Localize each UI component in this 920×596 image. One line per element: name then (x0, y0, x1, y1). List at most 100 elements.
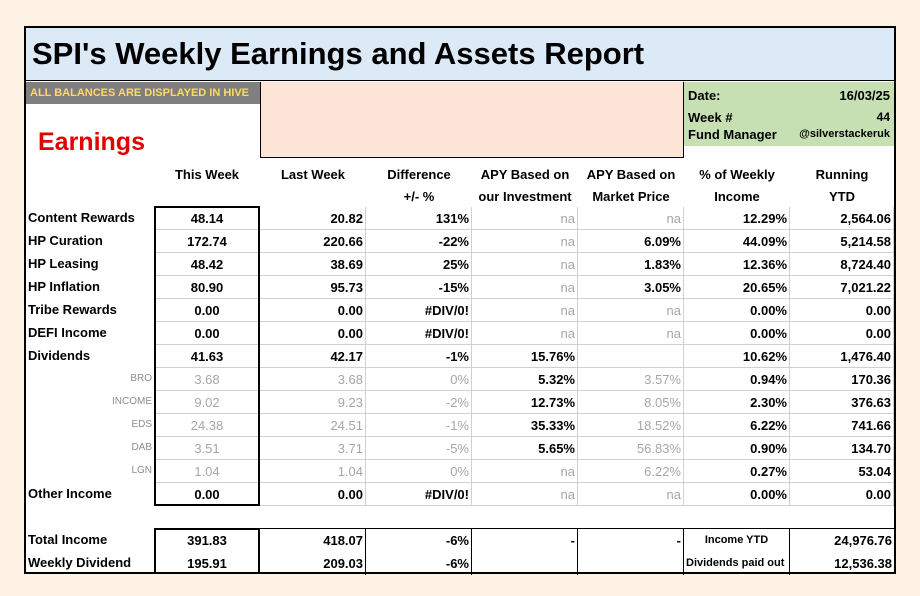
row-label: HP Inflation (28, 279, 100, 294)
cell-apy-inv: 15.76% (472, 345, 578, 368)
cell-apy-mkt: 3.57% (578, 368, 684, 391)
section-title: Earnings (38, 128, 145, 156)
cell-diff: #DIV/0! (366, 322, 472, 345)
this-week-column-frame (154, 206, 260, 506)
cell-pct: 0.00% (684, 483, 790, 506)
cell-apy-inv: na (472, 253, 578, 276)
table-row: BRO 3.68 3.68 0% 5.32% 3.57% 0.94% 170.36 (26, 368, 894, 391)
cell-pct: 0.94% (684, 368, 790, 391)
cell-last: 42.17 (260, 345, 366, 368)
cell-ytd: 1,476.40 (790, 345, 894, 368)
row-label: DAB (131, 442, 152, 453)
cell-diff: 0% (366, 368, 472, 391)
cell-apy-inv: 35.33% (472, 414, 578, 437)
cell-last: 220.66 (260, 230, 366, 253)
cell-pct: 12.36% (684, 253, 790, 276)
report-title: SPI's Weekly Earnings and Assets Report (32, 36, 645, 71)
cell-ytd: 7,021.22 (790, 276, 894, 299)
table-row: EDS 24.38 24.51 -1% 35.33% 18.52% 6.22% 741.66 (26, 414, 894, 437)
table-row: Tribe Rewards 0.00 0.00 #DIV/0! na na 0.00% 0.0… (26, 299, 894, 322)
cell-apy-inv: na (472, 230, 578, 253)
cell-apy-mkt: 6.22% (578, 460, 684, 483)
cell-apy-mkt: 18.52% (578, 414, 684, 437)
row-label: INCOME (112, 396, 152, 407)
header-apy-market-line1: APY Based on (586, 167, 676, 182)
balances-notice: ALL BALANCES ARE DISPLAYED IN HIVE (30, 87, 250, 99)
cell-apy-mkt: 8.05% (578, 391, 684, 414)
row-label: HP Leasing (28, 256, 99, 271)
cell-this: 48.14 (154, 207, 260, 230)
cell-last: 1.04 (260, 460, 366, 483)
header-pct-income-line2: Income (714, 189, 760, 204)
cell-apy-inv (472, 552, 578, 575)
header-last-week: Last Week (260, 164, 366, 208)
cell-last: 95.73 (260, 276, 366, 299)
report-info-box: Date: 16/03/25 Week # 44 Fund Manager @s… (684, 82, 894, 146)
cell-ytd: 134.70 (790, 437, 894, 460)
header-last-week-text: Last Week (280, 167, 346, 182)
cell-ytd: 5,214.58 (790, 230, 894, 253)
row-label: HP Curation (28, 233, 103, 248)
cell-pct: 0.00% (684, 299, 790, 322)
row-label: LGN (131, 465, 152, 476)
row-label: Total Income (28, 532, 108, 547)
cell-last: 9.23 (260, 391, 366, 414)
cell-apy-inv: na (472, 276, 578, 299)
cell-diff: 0% (366, 460, 472, 483)
row-label: Dividends (28, 348, 91, 363)
table-row: Dividends 41.63 42.17 -1% 15.76% 10.62% 1,476.… (26, 345, 894, 368)
cell-apy-mkt: 3.05% (578, 276, 684, 299)
week-label: Week # (688, 110, 733, 125)
cell-pct: 6.22% (684, 414, 790, 437)
cell-last: 418.07 (260, 529, 366, 552)
cell-diff: -5% (366, 437, 472, 460)
cell-diff: -6% (366, 552, 472, 575)
cell-apy-inv: na (472, 322, 578, 345)
cell-this: 172.74 (154, 230, 260, 253)
cell-apy-mkt: 56.83% (578, 437, 684, 460)
cell-last: 3.68 (260, 368, 366, 391)
cell-apy-mkt: na (578, 483, 684, 506)
cell-ytd: 376.63 (790, 391, 894, 414)
cell-apy-mkt: na (578, 207, 684, 230)
header-running-ytd: Running YTD (790, 164, 894, 208)
cell-diff: -1% (366, 414, 472, 437)
row-label: BRO (130, 373, 152, 384)
cell-diff: 25% (366, 253, 472, 276)
table-row: HP Leasing 48.42 38.69 25% na 1.83% 12.36% 8,72… (26, 253, 894, 276)
cell-this: 80.90 (154, 276, 260, 299)
cell-diff: 131% (366, 207, 472, 230)
cell-this: 3.51 (154, 437, 260, 460)
cell-ytd: 741.66 (790, 414, 894, 437)
header-apy-investment-line2: our Investment (478, 189, 572, 204)
cell-apy-inv: na (472, 460, 578, 483)
cell-apy-mkt: - (578, 529, 684, 552)
table-row: LGN 1.04 1.04 0% na 6.22% 0.27% 53.04 (26, 460, 894, 483)
header-difference-line1: Difference (387, 167, 451, 182)
cell-apy-mkt: na (578, 322, 684, 345)
cell-pct: 12.29% (684, 207, 790, 230)
manager-label: Fund Manager (688, 127, 777, 142)
cell-pct: 2.30% (684, 391, 790, 414)
row-label: DEFI Income (28, 325, 107, 340)
cell-apy-inv: na (472, 483, 578, 506)
cell-pct: 20.65% (684, 276, 790, 299)
cell-last: 24.51 (260, 414, 366, 437)
cell-last: 38.69 (260, 253, 366, 276)
row-label: Content Rewards (28, 210, 135, 225)
cell-last: 0.00 (260, 322, 366, 345)
header-apy-market-line2: Market Price (592, 189, 670, 204)
cell-this: 391.83 (187, 533, 227, 548)
cell-this: 0.00 (154, 322, 260, 345)
cell-last: 3.71 (260, 437, 366, 460)
cell-apy-inv: - (472, 529, 578, 552)
cell-pct: Income YTD (684, 529, 790, 552)
cell-apy-mkt: 1.83% (578, 253, 684, 276)
cell-this: 24.38 (154, 414, 260, 437)
cell-last: 20.82 (260, 207, 366, 230)
cell-diff: -22% (366, 230, 472, 253)
cell-apy-inv: na (472, 207, 578, 230)
cell-pct: Dividends paid out (684, 552, 790, 575)
notice-band: ALL BALANCES ARE DISPLAYED IN HIVE (26, 82, 260, 104)
cell-pct: 0.90% (684, 437, 790, 460)
